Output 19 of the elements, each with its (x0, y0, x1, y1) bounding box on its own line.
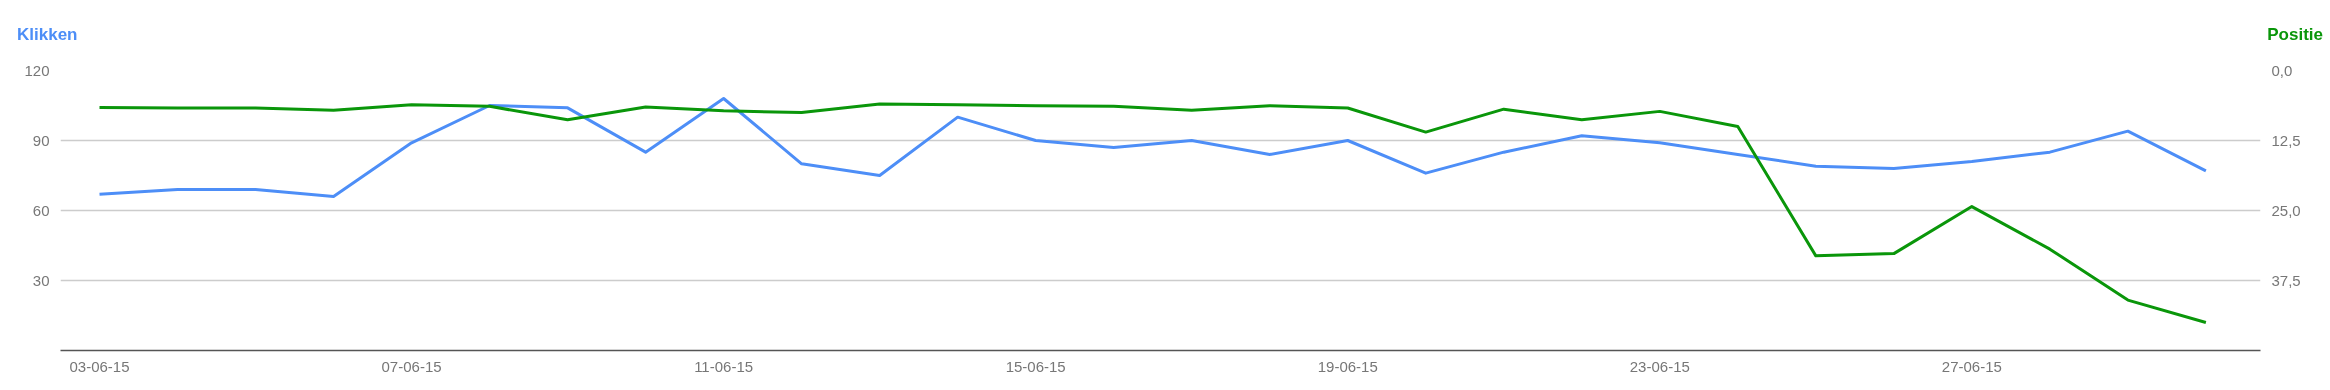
y2-axis-title: Positie (2267, 24, 2323, 46)
line-series (98, 97, 2208, 198)
x-tick-label: 15-06-15 (1005, 357, 1066, 375)
x-tick-label: 11-06-15 (694, 357, 754, 375)
y-axis-title: Klikken (17, 24, 78, 46)
x-tick-label: 03-06-15 (69, 357, 130, 375)
y2-tick-label: 37,5 (2271, 271, 2301, 289)
line-series (98, 102, 2208, 324)
y2-tick-label: 12,5 (2271, 131, 2301, 149)
x-tick-label: 07-06-15 (381, 357, 442, 375)
y-tick-label: 90 (32, 131, 50, 149)
y-tick-label: 60 (32, 201, 50, 219)
x-tick-label: 23-06-15 (1629, 357, 1690, 375)
y2-tick-label: 25,0 (2271, 201, 2301, 219)
x-tick-label: 19-06-15 (1317, 357, 1378, 375)
y2-tick-label: 0,0 (2271, 61, 2293, 79)
y-tick-label: 120 (24, 61, 50, 79)
x-tick-label: 27-06-15 (1941, 357, 2002, 375)
y-tick-label: 30 (32, 271, 50, 289)
